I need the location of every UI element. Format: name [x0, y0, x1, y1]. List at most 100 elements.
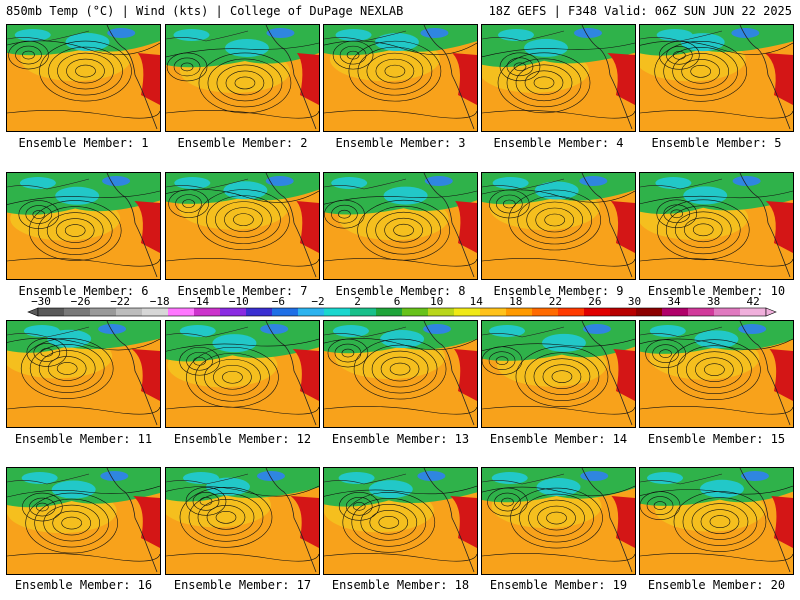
temperature-field	[324, 25, 477, 131]
ensemble-map-14	[481, 320, 636, 428]
colorbar-tick-label: −18	[150, 296, 170, 308]
colorbar-tick-label: 2	[354, 296, 361, 308]
colorbar-swatch	[532, 308, 559, 316]
colorbar-swatch	[64, 308, 91, 316]
ensemble-map-8	[323, 172, 478, 280]
colorbar-swatch	[454, 308, 481, 316]
colorbar-swatch	[350, 308, 377, 316]
ensemble-map-13	[323, 320, 478, 428]
ensemble-map-7	[165, 172, 320, 280]
colorbar-arrow-high	[765, 307, 777, 317]
temperature-field	[166, 173, 319, 279]
colorbar-swatch	[376, 308, 403, 316]
colorbar-tick-label: −26	[71, 296, 91, 308]
colorbar-tick-label: 18	[509, 296, 522, 308]
colorbar-tick-label: 38	[707, 296, 720, 308]
colorbar-swatch	[714, 308, 741, 316]
temperature-field	[482, 25, 635, 131]
temperature-field	[166, 321, 319, 427]
colorbar-tick-label: 10	[430, 296, 443, 308]
ensemble-map-4	[481, 24, 636, 132]
temperature-field	[640, 173, 793, 279]
panel-label: Ensemble Member: 17	[173, 578, 312, 592]
colorbar-swatch	[90, 308, 117, 316]
colorbar-tick-label: 30	[628, 296, 641, 308]
panel-label: Ensemble Member: 14	[489, 432, 628, 446]
panel-label: Ensemble Member: 7	[177, 284, 308, 298]
panel-label: Ensemble Member: 1	[18, 136, 149, 150]
panel-label: Ensemble Member: 15	[647, 432, 786, 446]
ensemble-map-3	[323, 24, 478, 132]
ensemble-map-19	[481, 467, 636, 575]
panel-label: Ensemble Member: 18	[331, 578, 470, 592]
colorbar-swatch	[246, 308, 273, 316]
colorbar-swatch	[428, 308, 455, 316]
ensemble-map-9	[481, 172, 636, 280]
panel-label: Ensemble Member: 9	[493, 284, 624, 298]
colorbar-tick-label: −6	[272, 296, 285, 308]
panel-label: Ensemble Member: 2	[177, 136, 308, 150]
colorbar-swatch	[662, 308, 689, 316]
colorbar-tick-label: 22	[549, 296, 562, 308]
colorbar-tick-label: 42	[747, 296, 760, 308]
ensemble-map-12	[165, 320, 320, 428]
colorbar-tick-label: 14	[470, 296, 484, 308]
panel-label: Ensemble Member: 10	[647, 284, 786, 298]
colorbar-tick-label: −2	[311, 296, 324, 308]
colorbar-tick-label: 6	[394, 296, 401, 308]
temperature-field	[640, 321, 793, 427]
temperature-field	[482, 173, 635, 279]
colorbar-swatch	[324, 308, 351, 316]
ensemble-map-6	[6, 172, 161, 280]
panel-label: Ensemble Member: 12	[173, 432, 312, 446]
colorbar-swatch	[584, 308, 611, 316]
panel-label: Ensemble Member: 6	[18, 284, 149, 298]
temperature-field	[166, 25, 319, 131]
temperature-field	[324, 321, 477, 427]
colorbar-swatch	[194, 308, 221, 316]
panel-label: Ensemble Member: 16	[14, 578, 153, 592]
ensemble-map-17	[165, 467, 320, 575]
colorbar-swatch	[688, 308, 715, 316]
temperature-field	[7, 173, 160, 279]
temperature-field	[482, 468, 635, 574]
colorbar-tick-label: 26	[588, 296, 601, 308]
ensemble-map-15	[639, 320, 794, 428]
ensemble-map-1	[6, 24, 161, 132]
colorbar-tick-label: −22	[110, 296, 130, 308]
colorbar-tick-label: −30	[31, 296, 51, 308]
ensemble-map-11	[6, 320, 161, 428]
temperature-field	[7, 468, 160, 574]
panel-label: Ensemble Member: 20	[647, 578, 786, 592]
colorbar-swatch	[142, 308, 169, 316]
temperature-field	[324, 468, 477, 574]
map-title: 850mb Temp (°C) | Wind (kts) | College o…	[6, 4, 404, 18]
colorbar-swatch	[636, 308, 663, 316]
temperature-colorbar: −30 −26 −22 −18 −14 −10 −6 −2 2 6 10 14 18 22 26 30 34 38…	[27, 296, 777, 317]
panel-label: Ensemble Member: 3	[335, 136, 466, 150]
colorbar-swatch	[740, 308, 767, 316]
temperature-field	[7, 25, 160, 131]
colorbar-swatch	[272, 308, 299, 316]
colorbar-swatch	[116, 308, 143, 316]
temperature-field	[7, 321, 160, 427]
ensemble-map-18	[323, 467, 478, 575]
panel-label: Ensemble Member: 19	[489, 578, 628, 592]
colorbar-swatch	[610, 308, 637, 316]
colorbar-swatch	[220, 308, 247, 316]
temperature-field	[640, 25, 793, 131]
colorbar-tick-label: −10	[229, 296, 249, 308]
colorbar-swatch	[506, 308, 533, 316]
temperature-field	[166, 468, 319, 574]
colorbar-swatch	[558, 308, 585, 316]
colorbar-swatch	[38, 308, 65, 316]
panel-label: Ensemble Member: 4	[493, 136, 624, 150]
colorbar-swatch	[298, 308, 325, 316]
ensemble-map-20	[639, 467, 794, 575]
temperature-field	[324, 173, 477, 279]
valid-time: 18Z GEFS | F348 Valid: 06Z SUN JUN 22 20…	[488, 4, 792, 18]
ensemble-map-5	[639, 24, 794, 132]
colorbar-tick-label: −14	[189, 296, 209, 308]
colorbar-arrow-low	[27, 307, 39, 317]
ensemble-map-10	[639, 172, 794, 280]
